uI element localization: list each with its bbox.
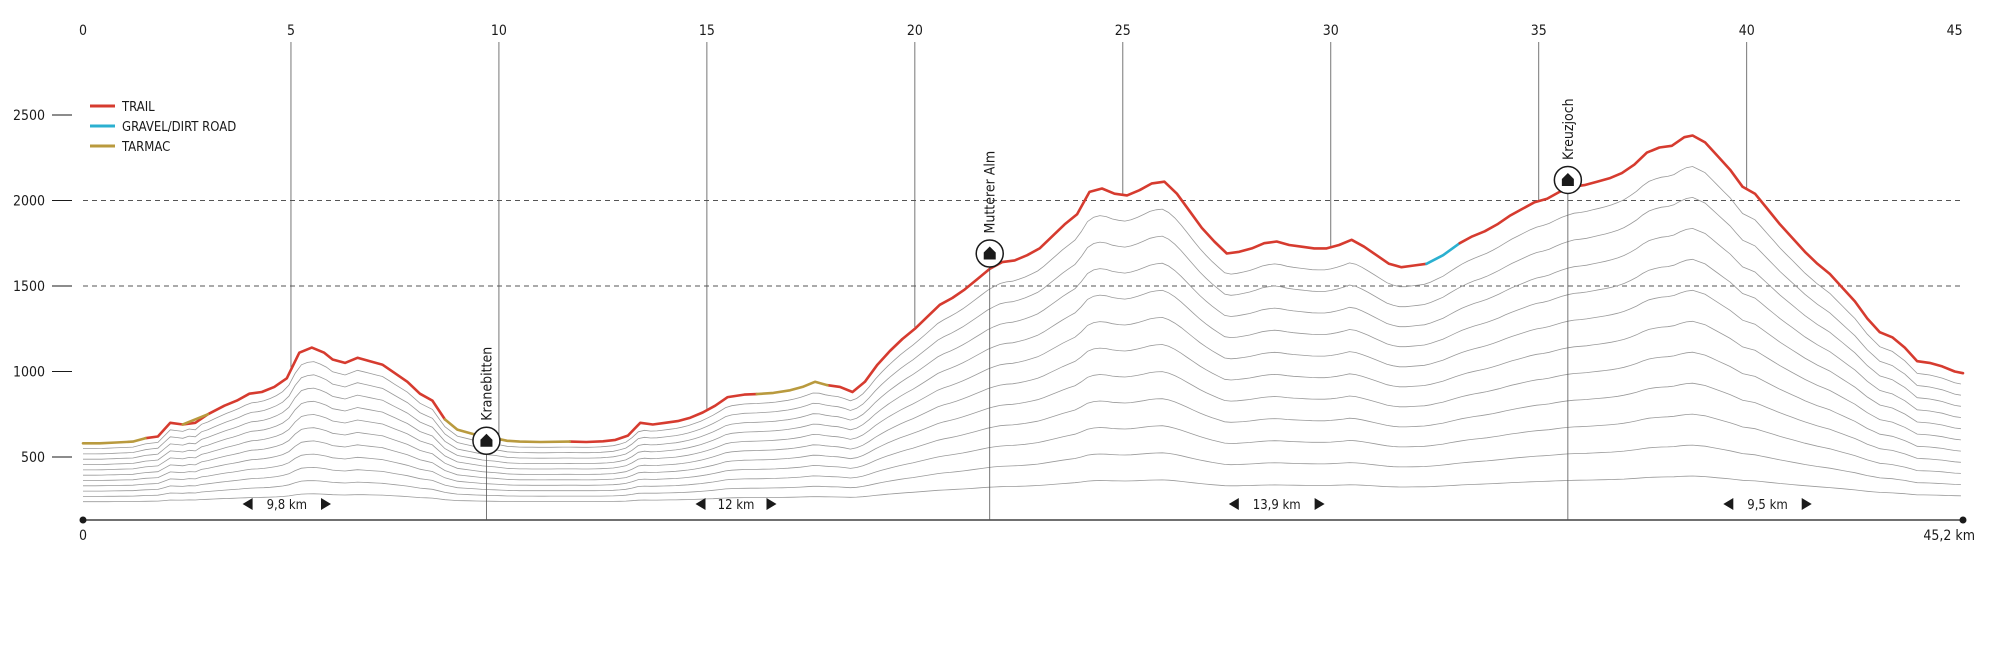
hut-label: Kranebitten bbox=[479, 347, 495, 421]
legend-label: TARMAC bbox=[121, 140, 170, 155]
hut-icon bbox=[480, 433, 493, 447]
hut-label: Kreuzjoch bbox=[1561, 98, 1577, 160]
x-start-label: 0 bbox=[79, 528, 87, 544]
x-tick-label: 10 bbox=[491, 23, 507, 39]
contour-line bbox=[83, 382, 1961, 487]
x-tick-label: 5 bbox=[287, 23, 295, 39]
segment-arrow-left bbox=[1723, 498, 1734, 510]
y-tick-label: 2000 bbox=[13, 194, 45, 210]
axes: 0 5 10 15 20 25 30 35 40 45 500 1000 1500 2000 2500 0 45… bbox=[13, 23, 1975, 544]
x-tick-label: 0 bbox=[79, 23, 87, 39]
segment-arrow-left bbox=[695, 498, 706, 510]
profile-tarmac bbox=[755, 380, 829, 396]
contour-line bbox=[83, 413, 1961, 492]
segment-arrow-left bbox=[1228, 498, 1239, 510]
x-tick-label: 40 bbox=[1739, 23, 1755, 39]
elevation-profile bbox=[81, 134, 1965, 445]
segment-label: 12 km bbox=[718, 498, 755, 513]
x-tick-label: 15 bbox=[699, 23, 715, 39]
profile-tarmac bbox=[443, 418, 571, 444]
profile-trail bbox=[568, 392, 759, 444]
profile-gravel-dirt-road bbox=[1425, 241, 1461, 266]
contour-line bbox=[83, 320, 1961, 476]
hut-icon bbox=[1561, 172, 1574, 186]
segment-label: 9,5 km bbox=[1747, 498, 1787, 513]
contour-line bbox=[83, 351, 1961, 481]
contour-line bbox=[83, 227, 1961, 460]
profile-trail bbox=[826, 180, 1428, 394]
y-tick-label: 1500 bbox=[13, 279, 45, 295]
contour-line bbox=[83, 444, 1961, 497]
segment-label: 9,8 km bbox=[267, 498, 307, 513]
gridlines bbox=[83, 42, 1963, 440]
x-tick-label: 35 bbox=[1531, 23, 1547, 39]
segment-arrow-right bbox=[1801, 498, 1812, 510]
contour-lines bbox=[83, 166, 1961, 503]
legend-label: GRAVEL/DIRT ROAD bbox=[122, 120, 236, 135]
contour-line bbox=[83, 196, 1961, 455]
y-tick-label: 500 bbox=[21, 450, 45, 466]
segment-arrow-left bbox=[242, 498, 253, 510]
y-tick-label: 1000 bbox=[13, 365, 45, 381]
profile-tarmac bbox=[181, 413, 210, 426]
contour-line bbox=[83, 166, 1961, 449]
contour-line bbox=[83, 289, 1961, 471]
x-tick-label: 45 bbox=[1947, 23, 1963, 39]
x-end-label: 45,2 km bbox=[1923, 528, 1975, 544]
y-tick-label: 2500 bbox=[13, 108, 45, 124]
axis-start-dot bbox=[79, 516, 87, 524]
segment-labels: 9,8 km 12 km 13,9 km 9,5 km bbox=[242, 498, 1812, 513]
x-tick-label: 30 bbox=[1323, 23, 1339, 39]
hut-icon bbox=[983, 246, 996, 260]
profile-trail bbox=[1458, 134, 1965, 375]
contour-line bbox=[83, 475, 1961, 503]
profile-tarmac bbox=[81, 436, 147, 445]
contour-line bbox=[83, 258, 1961, 465]
segment-label: 13,9 km bbox=[1253, 498, 1301, 513]
segment-arrow-right bbox=[321, 498, 332, 510]
legend: TRAIL GRAVEL/DIRT ROAD TARMAC bbox=[90, 100, 236, 155]
legend-label: TRAIL bbox=[121, 100, 155, 115]
hut-label: Mutterer Alm bbox=[983, 151, 999, 234]
segment-arrow-right bbox=[766, 498, 777, 510]
profile-trail bbox=[144, 346, 447, 440]
hut-markers: Kranebitten Mutterer Alm Kreuzjoch bbox=[472, 98, 1583, 520]
segment-arrow-right bbox=[1314, 498, 1325, 510]
x-tick-label: 20 bbox=[907, 23, 923, 39]
x-tick-label: 25 bbox=[1115, 23, 1131, 39]
axis-end-dot bbox=[1959, 516, 1967, 524]
